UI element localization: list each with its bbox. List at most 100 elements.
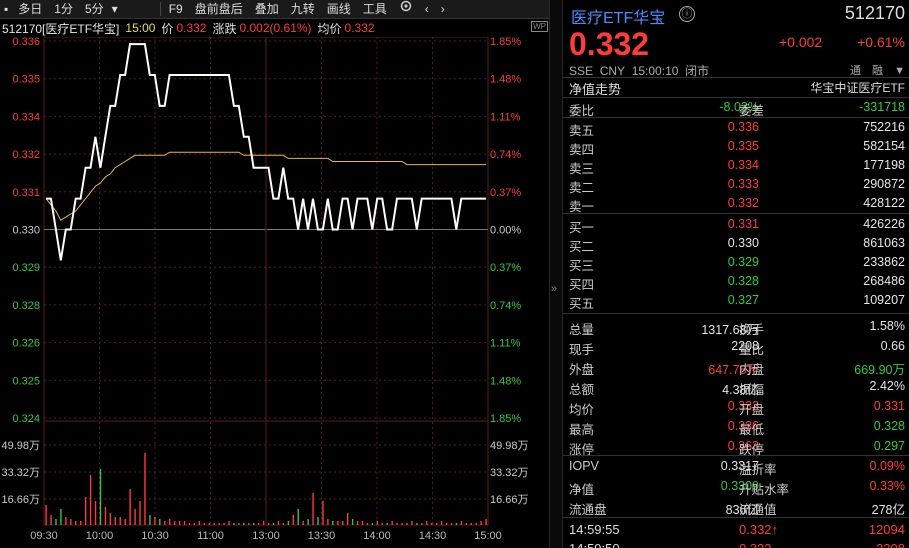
stat-label: 开盘 [739, 403, 765, 417]
wp-icon: WP [531, 21, 548, 32]
exchange: SSE [569, 64, 594, 78]
tracking-index-link[interactable]: 华宝中证医疗ETF [810, 81, 905, 95]
volume-bar [257, 523, 260, 525]
collapse-left-icon[interactable]: ‹ [424, 1, 429, 16]
ask-level-price: 0.336 [727, 120, 759, 134]
tick-row[interactable]: 14:59:55 0.332↑ 12094 [569, 520, 905, 539]
volume-bar [139, 501, 141, 525]
volume-pct-tick-label: 49.98万 [490, 440, 529, 452]
volume-bar [238, 523, 240, 525]
chart-svg[interactable]: 0.336 1.85% 0.335 1.48% 0.334 1.11% 0.332 0.74%… [0, 36, 550, 548]
pre-post-market-button[interactable]: 盘前盘后 [194, 1, 243, 16]
volume-bar [75, 521, 77, 525]
volume-bar [70, 519, 72, 525]
y-tick-label: 0.325 [12, 375, 40, 387]
settings-icon[interactable] [393, 0, 419, 19]
fund-value: 0.3317 [720, 459, 759, 473]
more-dropdown-icon[interactable]: ▼ [894, 65, 905, 77]
volume-bar [391, 521, 393, 525]
stat-value: 0.66 [880, 339, 905, 353]
volume-bar [445, 523, 448, 525]
collapse-panel-icon[interactable]: » [551, 283, 558, 295]
panel-divider[interactable] [549, 0, 563, 548]
bid-level-row[interactable]: 买一 0.331 426226 [569, 215, 905, 235]
fund-label: 升贴水率 [739, 483, 790, 497]
volume-bar [332, 521, 334, 525]
stat-value: 647.78万 [708, 363, 759, 377]
ask-level-row[interactable]: 卖五 0.336 752216 [569, 118, 905, 138]
volume-bar [218, 523, 220, 525]
x-tick-label: 10:30 [141, 530, 169, 542]
avg-price-line [45, 151, 486, 221]
bid-level-row[interactable]: 买二 0.330 861063 [569, 234, 905, 254]
fund-label: 净值 [569, 483, 595, 497]
stat-label: 最高 [569, 423, 595, 437]
tick-time: 14:59:50 [569, 541, 620, 548]
panel-toggle-icon[interactable]: ▪ [4, 1, 9, 16]
x-tick-label: 14:30 [419, 530, 447, 542]
header-price: 0.332 [176, 21, 207, 35]
tick-row[interactable]: 14:59:50 0.332 2208 [569, 539, 905, 548]
security-code: 512170 [844, 3, 905, 23]
bid-level-row[interactable]: 买三 0.329 233862 [569, 253, 905, 273]
volume-bar [109, 513, 112, 525]
tab-1min[interactable]: 1分 [54, 1, 73, 16]
ask-level-price: 0.335 [727, 139, 759, 153]
quote-time: 15:00:10 [631, 64, 679, 78]
ask-level-row[interactable]: 卖一 0.332 428122 [569, 194, 905, 214]
price-line [46, 43, 486, 261]
bid-level-volume: 426226 [863, 217, 905, 231]
volume-bar [351, 519, 354, 525]
fund-value: 0.09% [869, 459, 905, 473]
bid-level-row[interactable]: 买四 0.328 268486 [569, 272, 905, 292]
draw-line-button[interactable]: 画线 [326, 1, 351, 16]
volume-bar [297, 509, 299, 525]
stats-row: 总量 1317.68万 换手 1.58% [569, 317, 905, 337]
expand-right-icon[interactable]: › [440, 1, 445, 16]
period-dropdown-icon[interactable]: ▾ [111, 1, 118, 16]
volume-tick-label: 49.98万 [1, 440, 40, 452]
info-icon[interactable]: ⓘ [679, 6, 695, 22]
volume-bar [223, 523, 225, 525]
order-diff-label: 委差 [739, 104, 765, 118]
stat-value: 0.332 [727, 399, 759, 413]
bid-level-price: 0.330 [727, 236, 759, 250]
ask-level-label: 卖一 [569, 200, 595, 214]
f9-button[interactable]: F9 [168, 1, 183, 16]
stat-label: 均价 [569, 403, 595, 417]
nav-trend-link[interactable]: 净值走势 [569, 82, 622, 97]
volume-bar [154, 517, 156, 525]
stat-label: 换手 [739, 323, 765, 337]
volume-bar [465, 523, 468, 525]
y-tick-label: 0.328 [12, 300, 40, 312]
ask-level-row[interactable]: 卖二 0.333 290872 [569, 175, 905, 195]
y-pct-tick-label: 1.48% [490, 74, 521, 86]
volume-bar [248, 523, 250, 525]
ask-level-row[interactable]: 卖四 0.335 582154 [569, 137, 905, 157]
stat-value: 1.58% [869, 319, 905, 333]
volume-bar [416, 523, 418, 525]
ask-level-volume: 752216 [863, 120, 905, 134]
ask-level-label: 卖二 [569, 181, 595, 195]
bid-level-price: 0.328 [727, 274, 759, 288]
toolbar-divider [159, 2, 161, 16]
ask-level-price: 0.334 [727, 158, 759, 172]
volume-bar [213, 523, 215, 525]
bid-level-row[interactable]: 买五 0.327 109207 [569, 291, 905, 311]
y-tick-label: 0.332 [12, 149, 40, 161]
tools-button[interactable]: 工具 [362, 1, 387, 16]
volume-bar [440, 521, 443, 525]
ask-level-row[interactable]: 卖三 0.334 177198 [569, 156, 905, 176]
chart-info-bar: WP 512170[医疗ETF华宝] 15:00 价 0.332 涨跌 0.00… [0, 19, 550, 37]
security-title[interactable]: 医疗ETF华宝 [571, 10, 666, 27]
overlay-button[interactable]: 叠加 [254, 1, 279, 16]
tab-5min[interactable]: 5分 [84, 1, 104, 16]
volume-bar [366, 523, 369, 525]
tick-price: 0.332 [739, 522, 772, 537]
stat-label: 量比 [739, 343, 765, 357]
intraday-chart[interactable]: 0.336 1.85% 0.335 1.48% 0.334 1.11% 0.332 0.74%… [0, 36, 550, 548]
bid-level-label: 买二 [569, 240, 595, 254]
nine-turn-button[interactable]: 九转 [290, 1, 315, 16]
fund-value: 836亿 [725, 503, 759, 517]
tab-multi-day[interactable]: 多日 [18, 1, 43, 16]
